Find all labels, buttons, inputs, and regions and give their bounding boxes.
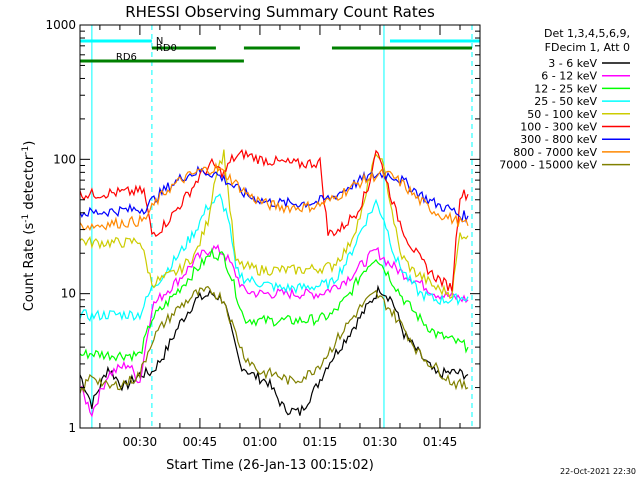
x-axis: 00:30 00:45 01:00 01:15 01:30 01:45 bbox=[99, 25, 481, 449]
y-axis-label-sup2: -1 bbox=[21, 146, 31, 155]
series-line bbox=[80, 148, 469, 292]
legend-label: 300 - 800 keV bbox=[520, 133, 597, 146]
legend-header-line2: FDecim 1, Att 0 bbox=[545, 41, 630, 54]
legend-label: 100 - 300 keV bbox=[520, 121, 597, 134]
legend-label: 25 - 50 keV bbox=[534, 95, 597, 108]
legend-header-line1: Det 1,3,4,5,6,9, bbox=[544, 27, 630, 40]
rd6-flag-label: RD6 bbox=[116, 52, 137, 63]
y-tick-label: 1000 bbox=[45, 18, 76, 32]
y-axis: 1 10 100 1000 bbox=[45, 18, 480, 435]
legend: Det 1,3,4,5,6,9, FDecim 1, Att 0 3 - 6 k… bbox=[499, 27, 630, 172]
y-axis-label-end: ) bbox=[22, 141, 37, 146]
x-tick-label: 01:15 bbox=[303, 435, 338, 449]
y-tick-label: 1 bbox=[68, 421, 76, 435]
series-line bbox=[80, 193, 469, 322]
n-flag-label: N bbox=[156, 36, 163, 47]
x-tick-label: 00:45 bbox=[183, 435, 218, 449]
series-line bbox=[80, 285, 469, 394]
timestamp: 22-Oct-2021 22:30 bbox=[560, 467, 636, 476]
legend-label: 6 - 12 keV bbox=[541, 70, 597, 83]
rd0-flag-label: RD0 bbox=[156, 43, 177, 54]
legend-label: 50 - 100 keV bbox=[527, 108, 597, 121]
x-axis-label: Start Time (26-Jan-13 00:15:02) bbox=[166, 458, 374, 473]
data-series bbox=[80, 148, 469, 418]
legend-label: 800 - 7000 keV bbox=[513, 146, 597, 159]
legend-label: 12 - 25 keV bbox=[534, 82, 597, 95]
legend-label: 3 - 6 keV bbox=[548, 57, 597, 70]
x-tick-label: 01:45 bbox=[423, 435, 458, 449]
y-tick-label: 10 bbox=[61, 287, 76, 301]
y-axis-label: Count Rate (s-1 detector-1) bbox=[21, 141, 37, 312]
series-line bbox=[80, 243, 469, 418]
y-axis-label-main: Count Rate (s bbox=[22, 223, 37, 312]
event-lines bbox=[91, 25, 473, 428]
series-line bbox=[80, 247, 469, 363]
x-tick-label: 01:00 bbox=[243, 435, 278, 449]
y-axis-label-mid: detector bbox=[22, 154, 37, 214]
series-line bbox=[80, 149, 469, 300]
y-axis-label-sup1: -1 bbox=[21, 214, 31, 223]
x-tick-label: 01:30 bbox=[363, 435, 398, 449]
chart-title: RHESSI Observing Summary Count Rates bbox=[125, 3, 435, 21]
x-tick-label: 00:30 bbox=[123, 435, 158, 449]
series-line bbox=[80, 165, 469, 223]
legend-label: 7000 - 15000 keV bbox=[499, 159, 597, 172]
series-line bbox=[80, 284, 469, 416]
series-line bbox=[80, 161, 469, 232]
y-tick-label: 100 bbox=[53, 152, 76, 166]
